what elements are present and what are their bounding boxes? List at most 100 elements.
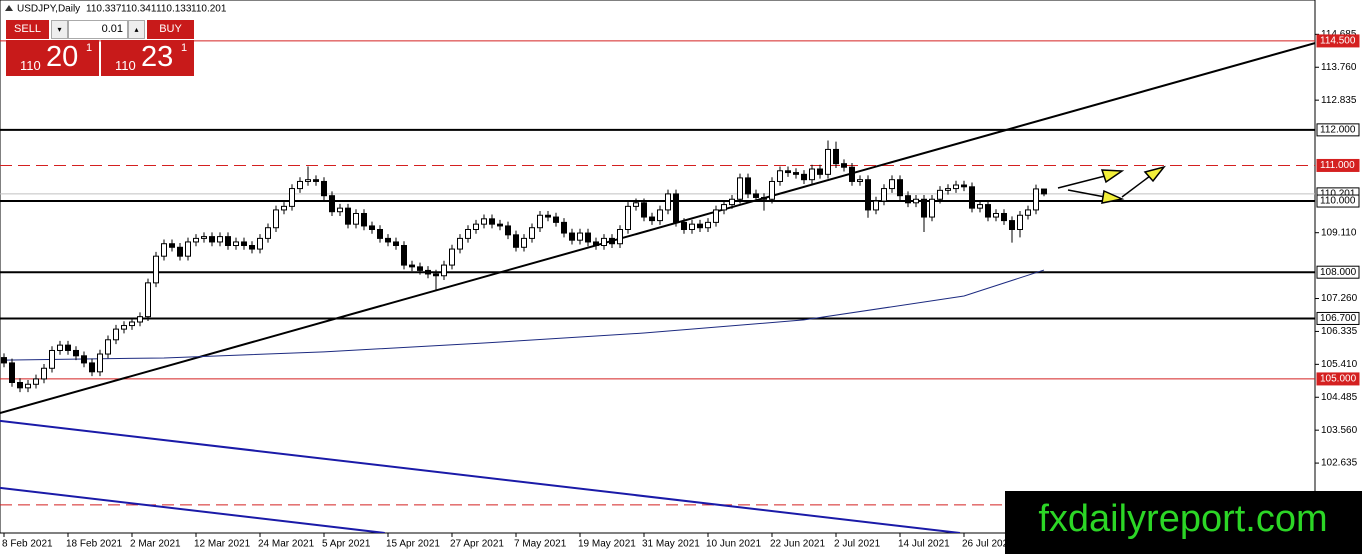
candle-body (337, 207, 343, 213)
x-tick-label: 7 May 2021 (514, 539, 567, 550)
trend-line (3, 269, 1045, 361)
candle-body (185, 241, 191, 257)
candle-body (401, 245, 407, 266)
plot-frame (0, 0, 1316, 534)
candle-body (113, 328, 119, 341)
candle-body (945, 188, 951, 191)
candle-body (425, 269, 431, 275)
candle-body (25, 383, 31, 389)
candle-body (313, 179, 319, 182)
candle-body (417, 266, 423, 271)
y-tick-label: 106.335 (1321, 326, 1358, 337)
candle-body (481, 218, 487, 225)
candle-body (593, 241, 599, 247)
lot-down[interactable]: ▾ (51, 20, 68, 39)
level-label: 105.000 (1320, 374, 1357, 385)
candle-body (721, 204, 727, 211)
candle-body (977, 204, 983, 209)
candle-body (745, 177, 751, 195)
candle-body (569, 232, 575, 241)
candle-body (153, 255, 159, 284)
candle-body (97, 353, 103, 373)
candle-body (793, 172, 799, 175)
candle-body (265, 227, 271, 239)
candle-body (633, 202, 639, 207)
candle-body (273, 209, 279, 229)
candle-body (833, 148, 839, 165)
sell-button[interactable]: SELL (6, 20, 49, 39)
candle-body (969, 186, 975, 209)
x-tick-label: 24 Mar 2021 (258, 539, 315, 550)
candle-body (145, 282, 151, 318)
x-tick-label: 12 Mar 2021 (194, 539, 251, 550)
ohlc-close: 110.201 (191, 4, 227, 15)
y-tick-label: 104.485 (1321, 392, 1358, 403)
candle-body (385, 237, 391, 243)
candle-body (577, 232, 583, 241)
level-box (1316, 265, 1360, 279)
candle-body (129, 321, 135, 327)
candle-body (289, 188, 295, 207)
x-tick-label: 31 May 2021 (642, 539, 700, 550)
y-tick-label: 107.260 (1321, 293, 1358, 304)
candle-body (689, 223, 695, 230)
ohlc-low: 110.133 (156, 4, 192, 15)
candle-body (609, 237, 615, 245)
candle-body (1017, 214, 1023, 230)
candle-body (73, 349, 79, 357)
lot-input[interactable]: 0.01 (68, 20, 128, 39)
candle-body (1001, 212, 1007, 222)
candle-body (513, 234, 519, 248)
candle-body (49, 349, 55, 369)
candle-body (761, 196, 767, 200)
y-tick-label: 102.635 (1321, 458, 1358, 469)
candle-body (553, 216, 559, 223)
x-tick-label: 19 May 2021 (578, 539, 636, 550)
x-tick-label: 10 Jun 2021 (706, 539, 761, 550)
candle-body (433, 273, 439, 277)
candle-body (769, 180, 775, 200)
ask-box[interactable]: 110 23 1 (101, 40, 194, 76)
level-box (1316, 34, 1360, 48)
candle-body (849, 166, 855, 182)
candle-body (785, 170, 791, 174)
candle-body (441, 264, 447, 277)
candle-body (585, 232, 591, 243)
candle-body (705, 221, 711, 229)
candle-body (537, 214, 543, 229)
collapse-icon[interactable] (5, 5, 13, 11)
candle-body (953, 184, 959, 190)
candle-body (857, 179, 863, 182)
candle-body (457, 237, 463, 250)
candle-body (817, 168, 823, 175)
candle-body (801, 173, 807, 181)
candle-body (353, 212, 359, 225)
candle-body (201, 236, 207, 239)
trend-line (0, 42, 1315, 415)
bid-big: 110 (20, 58, 41, 73)
buy-button[interactable]: BUY (147, 20, 194, 39)
candle-body (121, 325, 127, 330)
candle-body (921, 198, 927, 218)
trend-line (0, 486, 385, 533)
level-box (1316, 123, 1360, 137)
candle-body (841, 163, 847, 168)
candle-body (641, 202, 647, 218)
candle-body (89, 362, 95, 373)
candle-body (17, 381, 23, 389)
bid-box[interactable]: 110 20 1 (6, 40, 99, 76)
x-tick-label: 27 Apr 2021 (450, 539, 504, 550)
x-tick-label: 15 Apr 2021 (386, 539, 440, 550)
candle-body (241, 241, 247, 247)
lot-up[interactable]: ▴ (128, 20, 145, 39)
y-tick-label: 105.410 (1321, 359, 1358, 370)
candle-body (177, 246, 183, 257)
watermark: fxdailyreport.com (1038, 498, 1327, 540)
arrows (1057, 165, 1166, 204)
candle-body (345, 207, 351, 225)
x-tick-label: 2 Mar 2021 (130, 539, 181, 550)
candle-body (1041, 188, 1047, 195)
x-tick-label: 22 Jun 2021 (770, 539, 825, 550)
candle-body (961, 184, 967, 188)
